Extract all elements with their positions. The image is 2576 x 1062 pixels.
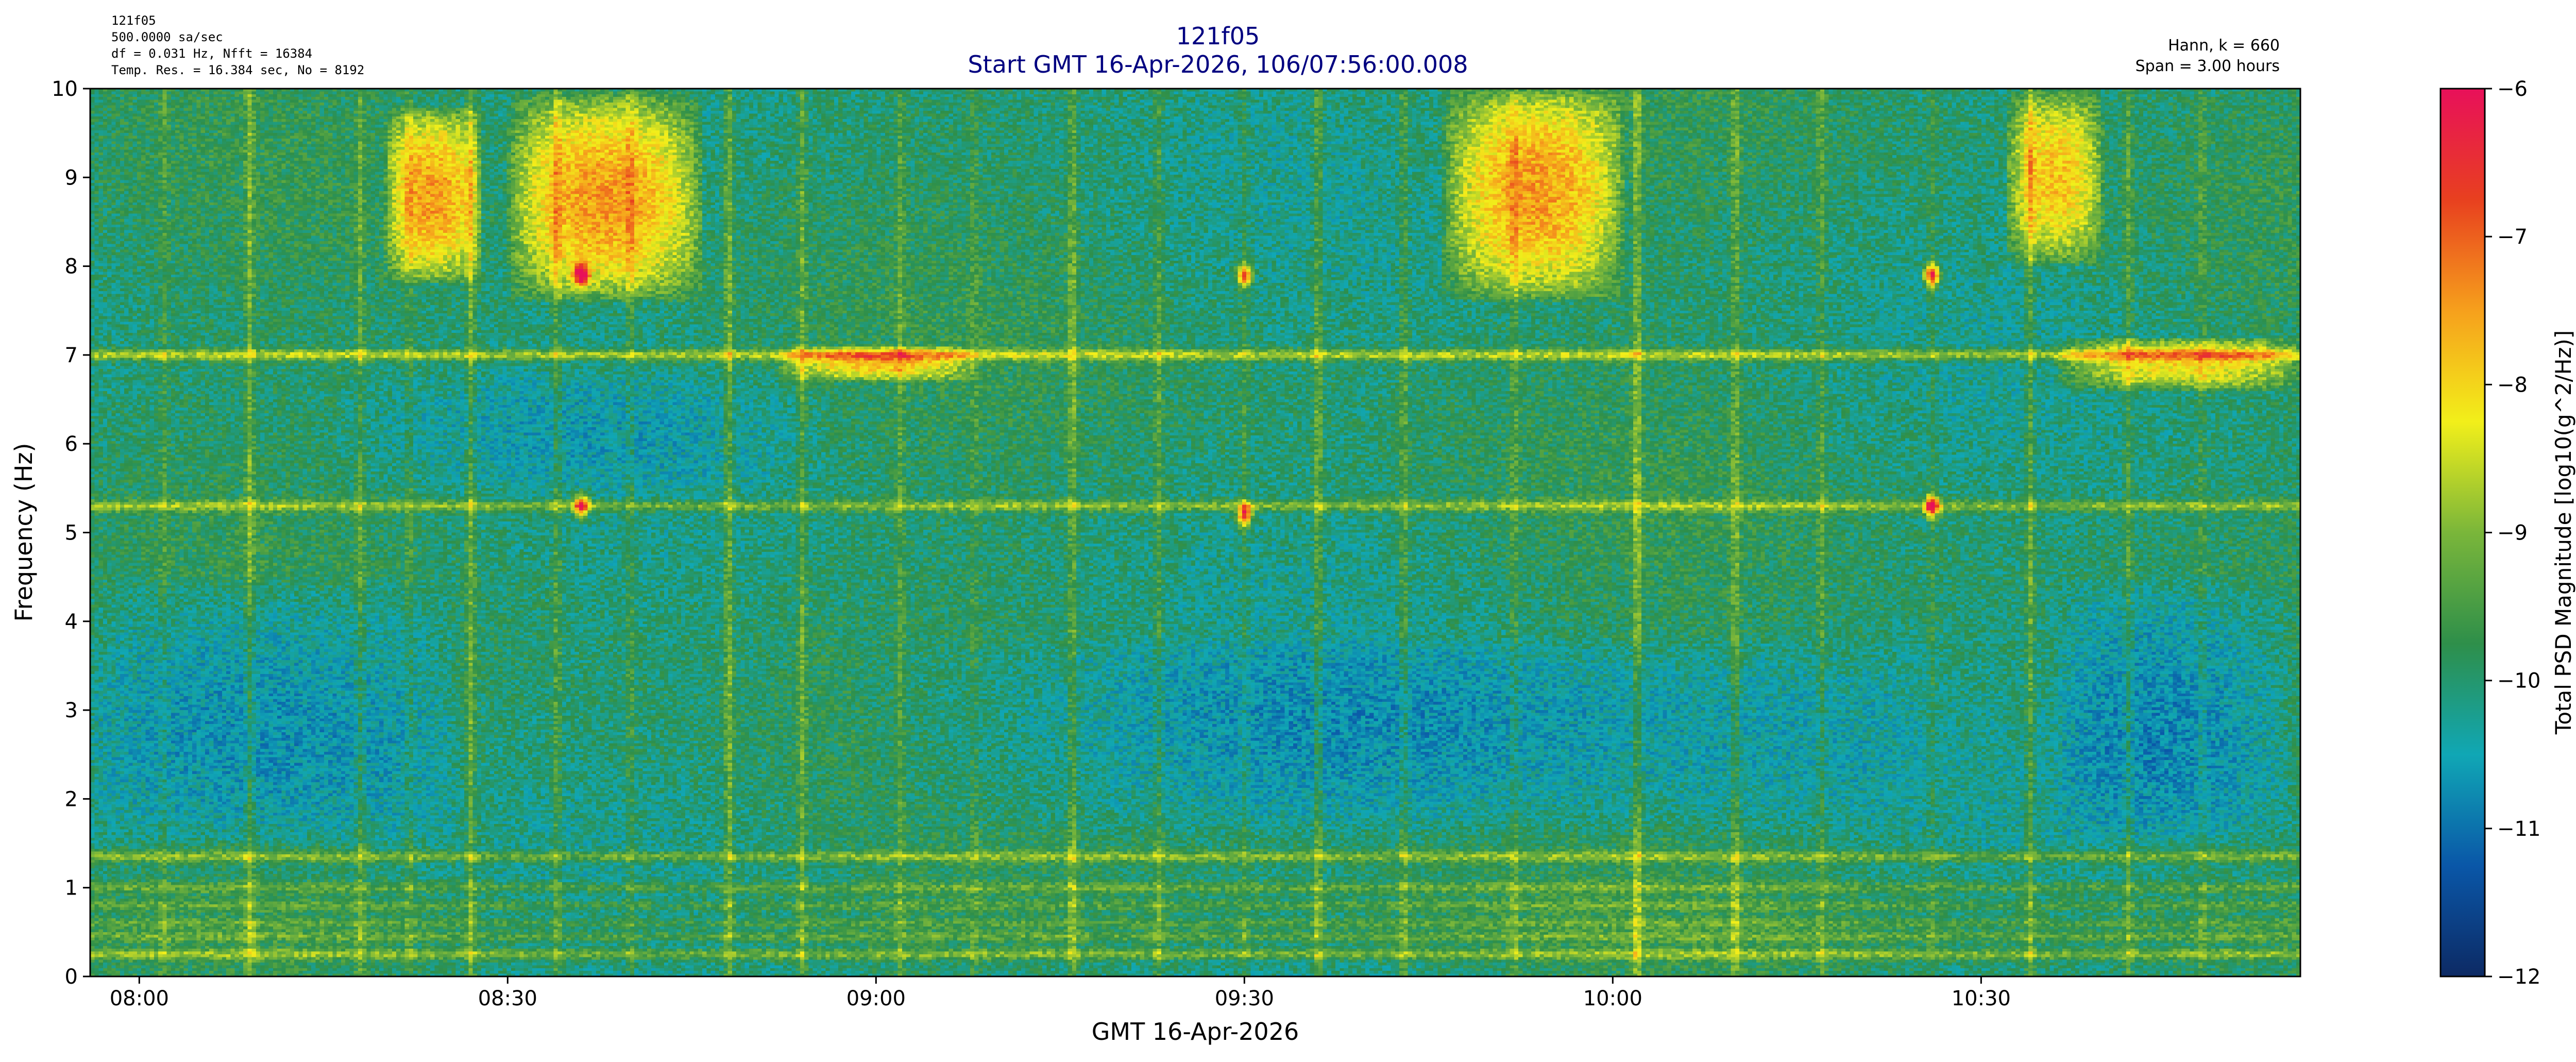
y-axis: 0 1 2 3 4 5 6 7 8 9 10 bbox=[52, 77, 90, 989]
colorbar-tick-label: −6 bbox=[2497, 77, 2528, 101]
colorbar-tick-label: −10 bbox=[2497, 669, 2540, 693]
colorbar-tick-label: −12 bbox=[2497, 965, 2540, 989]
header-right-line: Span = 3.00 hours bbox=[2136, 57, 2280, 75]
y-tick-label: 3 bbox=[65, 699, 78, 722]
y-tick-label: 4 bbox=[65, 610, 78, 634]
chart-title: 121f05 bbox=[1176, 22, 1260, 50]
y-tick-label: 1 bbox=[65, 876, 78, 900]
colorbar-axis: −12 −11 −10 −9 −8 −7 −6 bbox=[2485, 77, 2540, 989]
header-left-line: Temp. Res. = 16.384 sec, No = 8192 bbox=[111, 63, 364, 77]
x-tick-label: 10:30 bbox=[1952, 987, 2011, 1010]
x-axis: 08:00 08:30 09:00 09:30 10:00 10:30 bbox=[110, 976, 2011, 1010]
colorbar-tick-label: −8 bbox=[2497, 373, 2528, 397]
header-left-line: 121f05 bbox=[111, 13, 156, 28]
x-tick-label: 08:30 bbox=[478, 987, 537, 1010]
x-tick-label: 10:00 bbox=[1583, 987, 1642, 1010]
spectrogram-heatmap bbox=[90, 89, 2300, 976]
header-left-info: 121f05 500.0000 sa/sec df = 0.031 Hz, Nf… bbox=[111, 13, 364, 77]
y-tick-label: 8 bbox=[65, 255, 78, 279]
chart-subtitle: Start GMT 16-Apr-2026, 106/07:56:00.008 bbox=[968, 50, 1468, 78]
header-right-info: Hann, k = 660 Span = 3.00 hours bbox=[2136, 37, 2280, 75]
colorbar bbox=[2439, 88, 2486, 977]
y-tick-label: 5 bbox=[65, 521, 78, 545]
y-tick-label: 9 bbox=[65, 166, 78, 190]
heatmap-layer bbox=[90, 89, 2300, 976]
x-axis-label: GMT 16-Apr-2026 bbox=[1092, 1018, 1299, 1046]
y-tick-label: 0 bbox=[65, 965, 78, 989]
header-right-line: Hann, k = 660 bbox=[2168, 37, 2280, 55]
colorbar-tick-label: −11 bbox=[2497, 817, 2540, 841]
y-tick-label: 2 bbox=[65, 787, 78, 811]
x-tick-label: 08:00 bbox=[110, 987, 169, 1010]
x-tick-label: 09:00 bbox=[846, 987, 906, 1010]
y-tick-label: 6 bbox=[65, 432, 78, 456]
colorbar-tick-label: −9 bbox=[2497, 521, 2528, 545]
header-left-line: df = 0.031 Hz, Nfft = 16384 bbox=[111, 46, 312, 61]
y-tick-label: 10 bbox=[52, 77, 78, 101]
y-axis-label: Frequency (Hz) bbox=[10, 443, 38, 622]
y-tick-label: 7 bbox=[65, 344, 78, 367]
colorbar-label: Total PSD Magnitude [log10(g^2/Hz)] bbox=[2551, 330, 2576, 735]
header-left-line: 500.0000 sa/sec bbox=[111, 30, 223, 44]
x-tick-label: 09:30 bbox=[1215, 987, 1274, 1010]
colorbar-tick-label: −7 bbox=[2497, 225, 2528, 249]
